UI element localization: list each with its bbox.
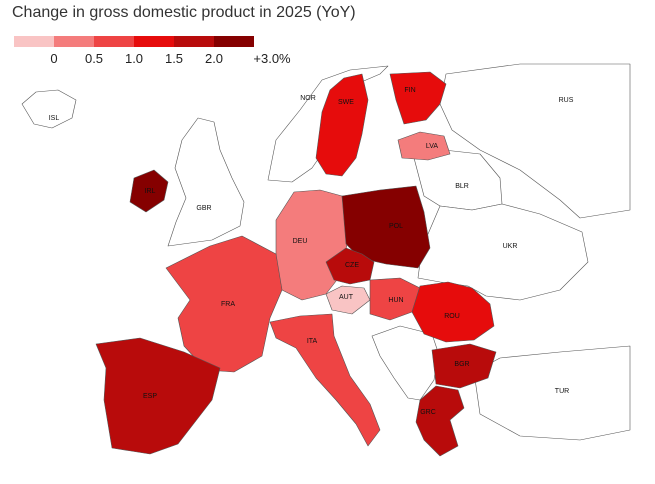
country-label-hun: HUN bbox=[388, 297, 403, 304]
country-label-irl: IRL bbox=[145, 188, 156, 195]
legend-swatch bbox=[134, 36, 174, 47]
country-esp bbox=[95, 337, 221, 455]
country-label-grc: GRC bbox=[420, 409, 436, 416]
country-label-rou: ROU bbox=[444, 313, 460, 320]
country-label-aut: AUT bbox=[339, 294, 354, 301]
country-label-deu: DEU bbox=[293, 238, 308, 245]
country-label-fra: FRA bbox=[221, 301, 235, 308]
legend-tick: +3.0% bbox=[253, 51, 291, 66]
country-label-blr: BLR bbox=[455, 183, 469, 190]
country-label-gbr: GBR bbox=[196, 205, 211, 212]
country-label-bgr: BGR bbox=[454, 361, 469, 368]
country-label-ukr: UKR bbox=[503, 243, 518, 250]
country-isl bbox=[21, 89, 77, 129]
country-label-swe: SWE bbox=[338, 99, 354, 106]
country-rus bbox=[439, 63, 631, 219]
country-label-ita: ITA bbox=[307, 338, 318, 345]
country-tur bbox=[473, 345, 631, 441]
country-fin bbox=[389, 71, 447, 125]
country-fra bbox=[165, 235, 283, 373]
country-bgr bbox=[431, 343, 497, 389]
country-label-isl: ISL bbox=[49, 115, 60, 122]
country-label-nor: NOR bbox=[300, 95, 316, 102]
legend-tick: 1.5 bbox=[164, 51, 184, 66]
country-label-tur: TUR bbox=[555, 388, 569, 395]
country-label-lva: LVA bbox=[426, 143, 439, 150]
country-swe bbox=[315, 73, 369, 177]
country-rou bbox=[411, 281, 495, 343]
country-label-rus: RUS bbox=[559, 97, 574, 104]
country-ita bbox=[269, 313, 381, 447]
country-label-fin: FIN bbox=[404, 87, 415, 94]
country-deu bbox=[275, 189, 349, 301]
country-cze bbox=[325, 247, 375, 285]
legend-swatch bbox=[174, 36, 214, 47]
legend-swatch bbox=[14, 36, 54, 47]
legend-swatch bbox=[54, 36, 94, 47]
legend-swatch bbox=[214, 36, 254, 47]
legend-tick: 0.5 bbox=[84, 51, 104, 66]
map-title: Change in gross domestic product in 2025… bbox=[12, 4, 356, 21]
legend-tick: 2.0 bbox=[204, 51, 224, 66]
country-lva bbox=[397, 131, 451, 161]
legend-swatch bbox=[94, 36, 134, 47]
country-grc bbox=[415, 385, 465, 457]
country-label-cze: CZE bbox=[345, 262, 359, 269]
country-label-pol: POL bbox=[389, 223, 403, 230]
country-gbr bbox=[167, 117, 245, 247]
country-irl bbox=[129, 169, 169, 213]
country-label-esp: ESP bbox=[143, 393, 157, 400]
legend-tick: 1.0 bbox=[124, 51, 144, 66]
country-balkans bbox=[371, 325, 439, 401]
legend-tick: 0 bbox=[50, 51, 58, 66]
